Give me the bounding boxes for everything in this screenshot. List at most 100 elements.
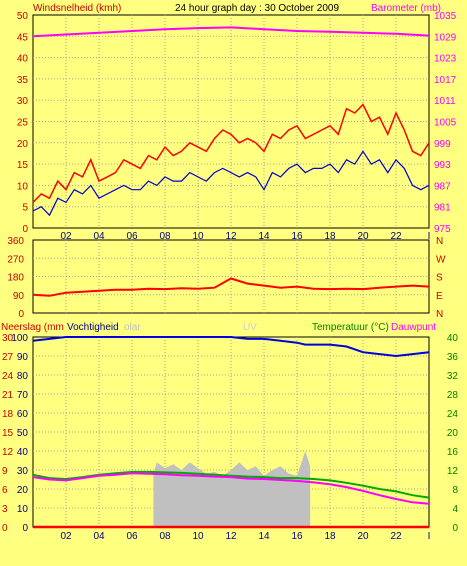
rain-tick-label: 18 — [2, 409, 14, 420]
time-tick-label: I — [428, 231, 431, 242]
time-tick-label: 20 — [357, 531, 369, 542]
direction-tick-label: 360 — [7, 236, 24, 247]
barometer-tick-label: 999 — [434, 139, 451, 150]
wind-speed-tick-label: 5 — [22, 203, 28, 214]
humidity-tick-label: 100 — [11, 333, 28, 344]
time-tick-label: 04 — [93, 231, 105, 242]
wind-barometer-panel: 0 5 10 15 20 25 30 35 40 45 50 975 981 987 993 999 1005… — [17, 11, 457, 242]
direction-tick-label: 0 — [18, 309, 24, 320]
dewpoint-line — [32, 472, 430, 505]
direction-grid — [33, 240, 429, 313]
rain-tick-label: 3 — [2, 504, 8, 515]
humidity-tick-label: 80 — [17, 371, 29, 382]
compass-tick-label: S — [436, 273, 443, 284]
rain-tick-label: 15 — [2, 428, 14, 439]
rain-axis-title: Neerslag (mm — [1, 322, 64, 333]
time-tick-label: 08 — [159, 231, 171, 242]
rain-tick-label: 9 — [2, 466, 8, 477]
rain-tick-label: 27 — [2, 352, 14, 363]
compass-tick-label: W — [436, 254, 446, 265]
humidity-tick-label: 10 — [17, 504, 29, 515]
time-tick-label: 20 — [357, 231, 369, 242]
barometer-tick-label: 1011 — [434, 96, 456, 107]
temperature-tick-label: 8 — [452, 485, 458, 496]
temperature-tick-label: 40 — [447, 333, 459, 344]
compass-tick-label: N — [436, 309, 443, 320]
time-tick-label: 02 — [60, 231, 72, 242]
wind-speed-tick-label: 25 — [17, 118, 29, 129]
wind-speed-tick-label: 30 — [17, 96, 29, 107]
rain-ticks: 0 3 6 9 12 15 18 21 24 27 30 — [2, 333, 14, 534]
time-tick-label: 02 — [60, 531, 72, 542]
compass-tick-label: E — [436, 291, 443, 302]
temperature-axis-title: Temperatuur (°C) — [312, 322, 389, 333]
rain-tick-label: 24 — [2, 371, 14, 382]
temperature-tick-label: 28 — [447, 390, 459, 401]
temperature-tick-label: 20 — [447, 428, 459, 439]
barometer-axis-title: Barometer (mb) — [371, 3, 441, 14]
humidity-tick-label: 60 — [17, 409, 29, 420]
wind-direction-line — [32, 277, 430, 297]
wind-speed-axis-title: Windsnelheid (kmh) — [33, 3, 121, 14]
wind-speed-tick-label: 50 — [17, 11, 29, 22]
time-tick-label: I — [428, 531, 431, 542]
time-tick-label: 06 — [126, 531, 138, 542]
time-tick-label: 16 — [291, 531, 303, 542]
humidity-temperature-panel: Neerslag (mm Vochtigheid olar UV Tempera… — [1, 322, 458, 542]
wind-speed-ticks: 0 5 10 15 20 25 30 35 40 45 50 — [17, 11, 29, 235]
humidity-tick-label: 0 — [22, 523, 28, 534]
temperature-tick-label: 36 — [447, 352, 459, 363]
rain-tick-label: 0 — [2, 523, 8, 534]
humidity-tick-label: 30 — [17, 466, 29, 477]
rain-tick-label: 30 — [2, 333, 14, 344]
time-tick-label: 14 — [258, 531, 270, 542]
time-tick-label: 10 — [192, 231, 204, 242]
time-tick-label: 14 — [258, 231, 270, 242]
time-tick-label: 04 — [93, 531, 105, 542]
direction-tick-label: 180 — [7, 273, 24, 284]
wind-speed-tick-label: 15 — [17, 160, 29, 171]
barometer-tick-label: 1035 — [434, 11, 457, 22]
time-tick-label: 06 — [126, 231, 138, 242]
barometer-tick-label: 993 — [434, 160, 451, 171]
time-tick-label: 22 — [390, 531, 402, 542]
wind-speed-tick-label: 0 — [22, 224, 28, 235]
temperature-ticks: 0 4 8 12 16 20 24 28 32 36 40 — [447, 333, 459, 534]
time-tick-label: 10 — [192, 531, 204, 542]
wind-x-ticks: 02 04 06 08 10 12 14 16 18 20 22 I — [60, 231, 430, 242]
time-tick-label: 12 — [225, 231, 237, 242]
time-tick-label: 16 — [291, 231, 303, 242]
temperature-tick-label: 24 — [447, 409, 459, 420]
rain-tick-label: 12 — [2, 447, 14, 458]
wind-speed-tick-label: 10 — [17, 181, 29, 192]
barometer-tick-label: 975 — [434, 224, 451, 235]
time-tick-label: 22 — [390, 231, 402, 242]
barometer-tick-label: 1017 — [434, 75, 457, 86]
time-tick-label: 08 — [159, 531, 171, 542]
time-tick-label: 18 — [324, 231, 336, 242]
temperature-tick-label: 4 — [452, 504, 458, 515]
temperature-tick-label: 32 — [447, 371, 459, 382]
wind-grid — [33, 15, 429, 228]
solar-axis-title: olar — [124, 322, 141, 333]
barometer-tick-label: 981 — [434, 203, 451, 214]
barometer-tick-label: 1029 — [434, 32, 457, 43]
time-tick-label: 12 — [225, 531, 237, 542]
direction-tick-label: 90 — [13, 291, 25, 302]
humidity-tick-label: 40 — [17, 447, 29, 458]
chart-title: 24 hour graph day : 30 October 2009 — [175, 3, 339, 14]
solar-radiation-area — [153, 451, 311, 527]
humidity-tick-label: 20 — [17, 485, 29, 496]
barometer-tick-label: 1023 — [434, 54, 457, 65]
direction-tick-label: 270 — [7, 254, 24, 265]
uv-axis-title: UV — [243, 322, 257, 333]
wind-gust-line — [32, 103, 430, 203]
wind-speed-tick-label: 20 — [17, 139, 29, 150]
barometer-ticks: 975 981 987 993 999 1005 1011 1017 1023 1029 1035 — [434, 11, 457, 235]
barometer-tick-label: 1005 — [434, 118, 457, 129]
barometer-line — [32, 26, 430, 38]
humidity-ticks: 0 10 20 30 40 50 60 70 80 90 100 — [11, 333, 28, 534]
